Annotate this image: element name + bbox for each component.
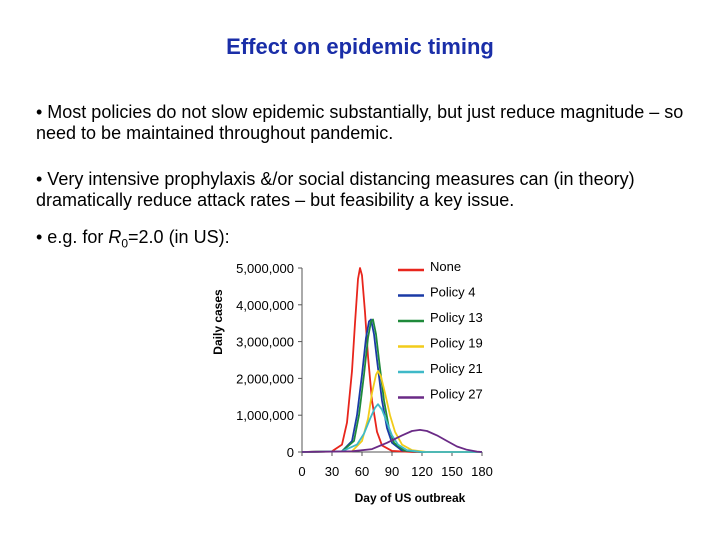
legend-label: None — [430, 259, 461, 274]
y-tick-label: 0 — [287, 445, 294, 460]
x-axis-title: Day of US outbreak — [355, 491, 466, 505]
y-tick-label: 3,000,000 — [236, 335, 294, 350]
x-tick-label: 90 — [385, 464, 399, 479]
y-tick-label: 2,000,000 — [236, 371, 294, 386]
series-line-policy-13 — [301, 318, 482, 453]
series-line-policy-21 — [301, 403, 482, 453]
r-variable: R — [108, 227, 122, 247]
x-tick-label: 180 — [471, 464, 493, 479]
x-tick-label: 150 — [441, 464, 463, 479]
series-line-policy-4 — [301, 318, 482, 453]
y-tick-label: 1,000,000 — [236, 408, 294, 423]
bullet-policies-magnitude: • Most policies do not slow epidemic sub… — [36, 102, 684, 143]
legend-label: Policy 4 — [430, 285, 476, 300]
y-tick-label: 4,000,000 — [236, 298, 294, 313]
x-tick-label: 0 — [298, 464, 305, 479]
series-line-none — [301, 267, 482, 453]
x-tick-label: 60 — [355, 464, 369, 479]
bullet-example: • e.g. for R0=2.0 (in US): — [36, 227, 696, 255]
bullet-intensive-measures: • Very intensive prophylaxis &/or social… — [36, 169, 635, 210]
series-line-policy-27 — [301, 428, 483, 453]
slide-title: Effect on epidemic timing — [226, 34, 494, 59]
bullet-example-prefix: • e.g. for — [36, 227, 109, 247]
bullet-example-suffix: =2.0 (in US): — [128, 227, 230, 247]
y-tick-label: 5,000,000 — [236, 261, 294, 276]
y-axis-title: Daily cases — [211, 289, 225, 355]
x-tick-label: 120 — [411, 464, 433, 479]
legend-label: Policy 19 — [430, 336, 483, 351]
legend-label: Policy 27 — [430, 387, 483, 402]
legend-label: Policy 13 — [430, 310, 483, 325]
legend-label: Policy 21 — [430, 361, 483, 376]
x-tick-label: 30 — [325, 464, 339, 479]
r-subscript: 0 — [121, 236, 129, 251]
